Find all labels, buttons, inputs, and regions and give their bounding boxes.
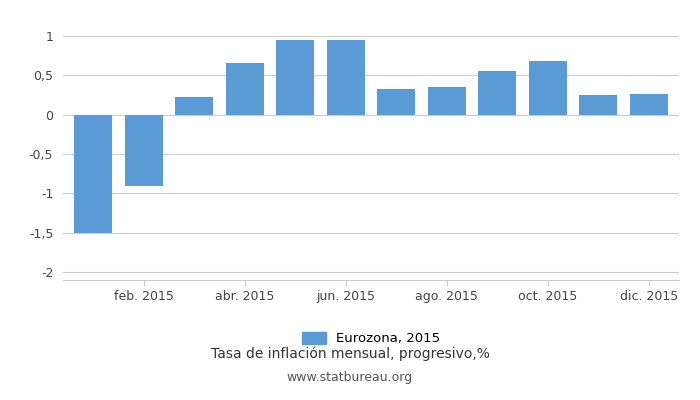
Bar xyxy=(125,115,162,186)
Bar xyxy=(478,71,516,115)
Bar xyxy=(377,89,415,115)
Legend: Eurozona, 2015: Eurozona, 2015 xyxy=(302,332,440,345)
Bar xyxy=(74,115,112,233)
Bar xyxy=(327,40,365,115)
Bar xyxy=(428,87,466,115)
Text: Tasa de inflación mensual, progresivo,%: Tasa de inflación mensual, progresivo,% xyxy=(211,347,489,361)
Bar xyxy=(580,95,617,115)
Bar xyxy=(528,61,567,115)
Bar xyxy=(276,40,314,115)
Text: www.statbureau.org: www.statbureau.org xyxy=(287,372,413,384)
Bar xyxy=(226,64,264,115)
Bar xyxy=(175,96,214,115)
Bar xyxy=(630,94,668,115)
